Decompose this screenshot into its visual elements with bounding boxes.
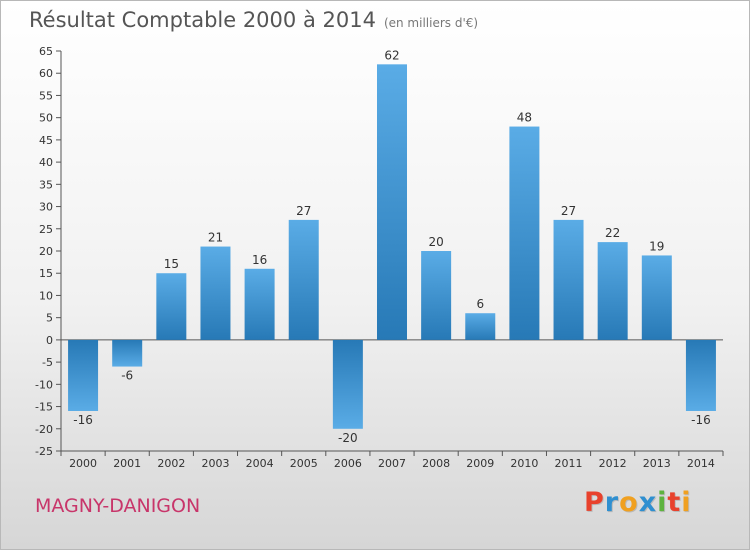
data-label-2010: 48 bbox=[517, 111, 532, 125]
data-label-2007: 62 bbox=[384, 48, 399, 62]
data-label-2013: 19 bbox=[649, 239, 664, 253]
chart-title-text: Résultat Comptable 2000 à 2014 bbox=[29, 8, 376, 32]
x-tick-label: 2013 bbox=[643, 457, 671, 470]
y-tick-label: -10 bbox=[35, 378, 53, 391]
bar-2014[interactable] bbox=[685, 339, 716, 411]
data-label-2005: 27 bbox=[296, 204, 311, 218]
commune-name: MAGNY-DANIGON bbox=[35, 495, 201, 517]
bar-2003[interactable] bbox=[200, 246, 231, 340]
x-tick-label: 2014 bbox=[687, 457, 715, 470]
bar-2013[interactable] bbox=[641, 255, 672, 340]
logo-letter: r bbox=[604, 487, 620, 518]
x-tick-label: 2001 bbox=[113, 457, 141, 470]
y-tick-label: -25 bbox=[35, 445, 53, 458]
bar-2011[interactable] bbox=[553, 219, 584, 340]
y-tick-label: 0 bbox=[46, 334, 53, 347]
y-tick-label: -5 bbox=[42, 356, 53, 369]
y-tick-label: 20 bbox=[39, 245, 53, 258]
logo-letter: o bbox=[619, 487, 639, 518]
data-label-2006: -20 bbox=[338, 431, 358, 445]
y-tick-label: 65 bbox=[39, 45, 53, 58]
x-tick-label: 2006 bbox=[334, 457, 362, 470]
data-label-2009: 6 bbox=[476, 297, 484, 311]
y-tick-label: 30 bbox=[39, 201, 53, 214]
x-tick-label: 2008 bbox=[422, 457, 450, 470]
proxiti-logo[interactable]: Proxiti bbox=[584, 487, 692, 518]
x-tick-label: 2010 bbox=[510, 457, 538, 470]
bar-2010[interactable] bbox=[509, 126, 540, 340]
x-tick-label: 2009 bbox=[466, 457, 494, 470]
y-tick-label: 55 bbox=[39, 89, 53, 102]
logo-letter: i bbox=[657, 487, 668, 518]
bar-2007[interactable] bbox=[377, 64, 407, 340]
logo-letter: i bbox=[681, 487, 692, 518]
y-tick-label: -15 bbox=[35, 401, 53, 414]
x-tick-label: 2007 bbox=[378, 457, 406, 470]
bar-2005[interactable] bbox=[288, 219, 319, 340]
x-tick-label: 2003 bbox=[201, 457, 229, 470]
data-labels: -16 -6 15 21 16 27 -20 62 20 6 48 27 22 19 -16 bbox=[73, 48, 710, 444]
data-label-2003: 21 bbox=[208, 231, 223, 245]
bar-2004[interactable] bbox=[244, 268, 275, 340]
data-label-2014: -16 bbox=[691, 413, 711, 427]
bars bbox=[68, 64, 716, 429]
bar-2000[interactable] bbox=[68, 339, 99, 411]
bar-2012[interactable] bbox=[597, 242, 628, 340]
data-label-2002: 15 bbox=[164, 257, 179, 271]
x-tick-label: 2005 bbox=[290, 457, 318, 470]
bar-2002[interactable] bbox=[156, 273, 187, 340]
y-tick-label: -20 bbox=[35, 423, 53, 436]
y-tick-label: 50 bbox=[39, 112, 53, 125]
chart-subtitle: (en milliers d'€) bbox=[383, 16, 479, 30]
logo-letter: t bbox=[667, 487, 682, 518]
axes: -25 -20 -15 -10 -5 0 5 10 15 20 25 30 35 40 45 50 55 60 65… bbox=[35, 45, 724, 470]
logo-letter: x bbox=[638, 487, 658, 518]
y-tick-label: 60 bbox=[39, 67, 53, 80]
y-tick-label: 25 bbox=[39, 223, 53, 236]
y-tick-label: 45 bbox=[39, 134, 53, 147]
data-label-2000: -16 bbox=[73, 413, 93, 427]
logo-letter: P bbox=[584, 487, 605, 518]
x-tick-label: 2000 bbox=[69, 457, 97, 470]
x-tick-label: 2011 bbox=[555, 457, 583, 470]
bar-2001[interactable] bbox=[112, 339, 143, 367]
data-label-2004: 16 bbox=[252, 253, 267, 267]
y-tick-label: 15 bbox=[39, 267, 53, 280]
bar-2009[interactable] bbox=[465, 313, 496, 340]
data-label-2008: 20 bbox=[428, 235, 443, 249]
x-tick-label: 2002 bbox=[157, 457, 185, 470]
y-tick-label: 40 bbox=[39, 156, 53, 169]
data-label-2011: 27 bbox=[561, 204, 576, 218]
x-tick-label: 2012 bbox=[599, 457, 627, 470]
bar-2008[interactable] bbox=[421, 251, 452, 340]
y-tick-label: 35 bbox=[39, 178, 53, 191]
y-tick-label: 10 bbox=[39, 289, 53, 302]
y-tick-label: 5 bbox=[46, 312, 53, 325]
data-label-2012: 22 bbox=[605, 226, 620, 240]
x-tick-label: 2004 bbox=[246, 457, 274, 470]
data-label-2001: -6 bbox=[121, 369, 133, 383]
bar-2006[interactable] bbox=[332, 339, 363, 429]
chart-title: Résultat Comptable 2000 à 2014 (en millie… bbox=[29, 8, 478, 32]
